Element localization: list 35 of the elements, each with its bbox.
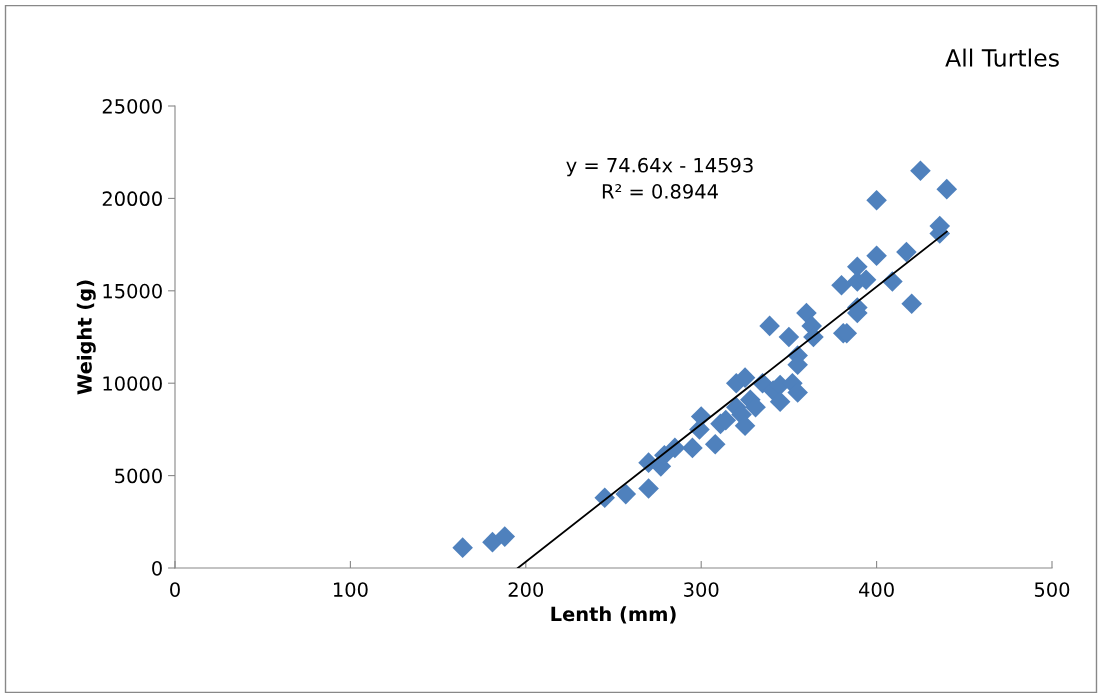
x-tick-label: 400 [858,582,894,597]
point [778,326,800,348]
y-axis-title: Weight (g) [76,280,96,395]
point [759,315,780,337]
x-tick-label: 500 [1034,582,1070,597]
x-tick-label: 200 [508,582,544,597]
x-tick-label: 100 [333,582,368,597]
point [494,526,516,547]
point [831,274,852,296]
point [936,178,958,200]
annotation: y = 74.64x - 14593 R² = 0.8944 [566,157,753,199]
point [910,160,931,181]
point [787,382,808,403]
point [682,437,703,459]
y-tick-label: 20000 [102,191,162,207]
x-axis-title: Lenth (mm) [551,606,676,624]
point [734,367,756,388]
x-tick-label: 300 [684,582,719,597]
y-tick-label: 0 [152,560,162,576]
point [638,478,659,499]
y-tick-label: 25000 [102,98,162,114]
point [734,415,756,436]
point [452,537,473,558]
point [615,483,637,505]
y-tick-label: 5000 [115,468,162,484]
y-tick-label: 10000 [103,376,162,391]
point [769,391,791,412]
point [866,189,887,211]
point [704,433,726,455]
y-tick-label: 15000 [103,283,162,299]
point [901,293,922,315]
chart-title: All Turtles [945,48,1059,67]
x-tick-label: 0 [170,582,180,597]
point [896,241,917,263]
point [866,245,887,266]
